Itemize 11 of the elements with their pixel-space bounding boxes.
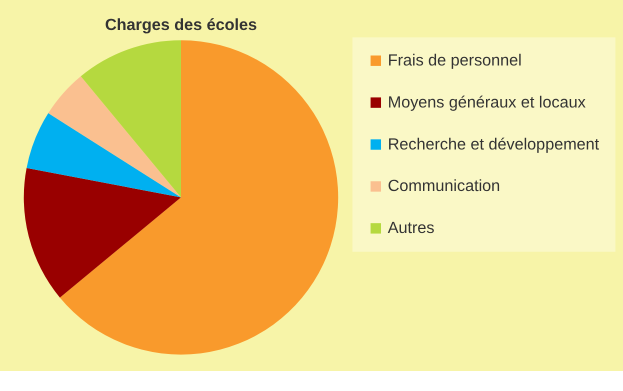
pie-slice — [80, 40, 181, 198]
chart-title: Charges des écoles — [104, 16, 258, 34]
legend-label: Frais de personnel — [388, 51, 522, 70]
pie-slice — [26, 113, 181, 198]
legend-label: Communication — [388, 177, 500, 196]
pie-slice — [24, 168, 181, 298]
legend-label: Moyens généraux et locaux — [388, 93, 586, 112]
legend-label: Recherche et développement — [388, 135, 600, 154]
pie-slice — [48, 76, 181, 198]
pie-slice — [60, 40, 338, 355]
legend-label: Autres — [388, 219, 435, 238]
